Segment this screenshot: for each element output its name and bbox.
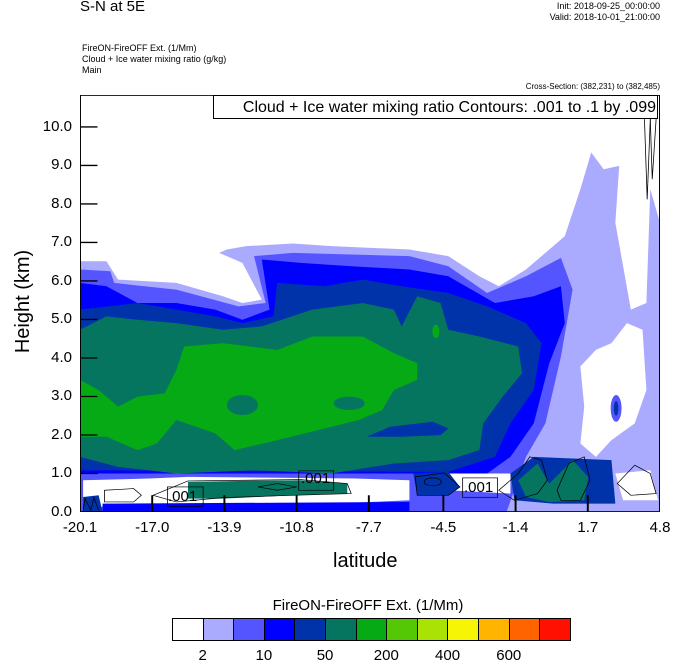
x-tick-label: -20.1: [62, 519, 98, 536]
cross-section-info: Cross-Section: (382,231) to (382,485): [525, 82, 660, 91]
y-tick-label: 10.0: [42, 117, 72, 135]
contour-line: [257, 483, 297, 491]
colorbar-label: 400: [435, 647, 461, 664]
x-tick-label: -10.8: [279, 519, 314, 536]
x-tick-label: -1.4: [502, 519, 529, 536]
contour-label: .001: [464, 479, 494, 496]
colorbar-swatch: [356, 619, 388, 640]
fill-level-low-blue: [102, 501, 410, 512]
contour-line: [151, 479, 352, 503]
x-tick-label: -4.5: [430, 519, 457, 536]
fill-level-low-teal: [518, 460, 589, 502]
subtitle-field: FireON-FireOFF Ext. (1/Mm): [82, 43, 197, 53]
colorbar-swatch: [478, 619, 510, 640]
contour-line: [104, 488, 142, 503]
colorbar-swatch: [234, 619, 265, 640]
colorbar-label: 200: [373, 647, 399, 664]
subtitle-domain: Main: [82, 65, 102, 75]
contour-legend: Cloud + Ice water mixing ratio Contours:…: [213, 95, 658, 119]
fill-level-dark-blue-patch: [366, 421, 449, 437]
subtitle-contour: Cloud + Ice water mixing ratio (g/kg): [82, 54, 227, 64]
colorbar-label: 50: [316, 647, 334, 664]
fill-level-white-pocket: [580, 323, 647, 457]
y-tick-label: 0.0: [51, 503, 72, 520]
colorbar: [172, 618, 571, 641]
colorbar-title: FireON-FireOFF Ext. (1/Mm): [272, 597, 464, 614]
colorbar-swatch: [509, 619, 541, 640]
plot-title: S-N at 5E: [80, 0, 146, 15]
axis-ticks: [80, 126, 660, 512]
contour-label-boxes: [167, 470, 499, 507]
colorbar-swatch: [295, 619, 326, 640]
contour-line: [644, 119, 651, 200]
contour-line: [616, 464, 657, 496]
fill-level-low-teal: [187, 480, 348, 499]
init-time: Init: 2018-09-25_00:00:00: [556, 1, 660, 11]
contour-label-box: [462, 477, 499, 498]
y-tick-label: 2.0: [51, 425, 72, 443]
valid-time: Valid: 2018-10-01_21:00:00: [549, 12, 660, 22]
x-tick-label: -13.9: [207, 519, 242, 536]
contour-line: [414, 472, 461, 496]
colorbar-label: 600: [496, 647, 522, 664]
fill-level-green-spot: [432, 324, 440, 339]
contour-lines: [82, 119, 657, 511]
x-tick-label: 1.7: [577, 519, 599, 536]
colorbar-label: 10: [255, 647, 273, 664]
fill-level-teal-hole: [333, 396, 365, 411]
fill-level-blue-spot: [613, 400, 619, 416]
colorbar-swatch: [448, 619, 479, 640]
fill-level-teal-hole: [226, 394, 258, 416]
contour-line: [82, 496, 100, 511]
colorbar-swatch: [417, 619, 449, 640]
contour-line: [423, 477, 442, 487]
contour-label-box: [167, 486, 204, 507]
time-info: Init: 2018-09-25_00:00:00 Valid: 2018-10…: [550, 1, 660, 23]
contour-label: .001: [301, 470, 331, 487]
contour-label-box: [298, 470, 335, 491]
y-axis-label: Height (km): [12, 249, 35, 354]
x-tick-label: -7.7: [355, 519, 382, 536]
y-tick-label: 4.0: [51, 348, 72, 366]
y-tick-label: 9.0: [51, 156, 72, 174]
y-tick-label: 7.0: [51, 233, 72, 251]
contour-line: [649, 119, 657, 180]
colorbar-swatch: [203, 619, 235, 640]
fill-level-white-lowband: [615, 470, 659, 501]
y-tick-label: 8.0: [51, 194, 72, 212]
x-tick-label: 4.8: [649, 519, 671, 536]
fill-level-low-blue: [413, 471, 460, 496]
fill-level-white-lowband: [448, 473, 511, 494]
fill-level-green: [80, 336, 418, 451]
colorbar-swatch: [540, 619, 570, 640]
y-tick-label: 3.0: [51, 387, 72, 405]
x-tick-label: -17.0: [135, 519, 170, 536]
y-tick-label: 5.0: [51, 310, 72, 328]
y-tick-label: 6.0: [51, 271, 72, 289]
colorbar-swatch: [173, 619, 204, 640]
y-tick-label: 1.0: [51, 464, 72, 482]
contour-label: .001: [168, 488, 198, 505]
x-axis-label: latitude: [333, 550, 398, 572]
contour-line: [556, 456, 591, 501]
colorbar-swatch: [387, 619, 418, 640]
colorbar-label: 2: [198, 647, 207, 664]
colorbar-swatch: [325, 619, 357, 640]
contour-plot: [80, 95, 660, 512]
colorbar-swatch: [264, 619, 296, 640]
contour-line: [498, 456, 548, 501]
